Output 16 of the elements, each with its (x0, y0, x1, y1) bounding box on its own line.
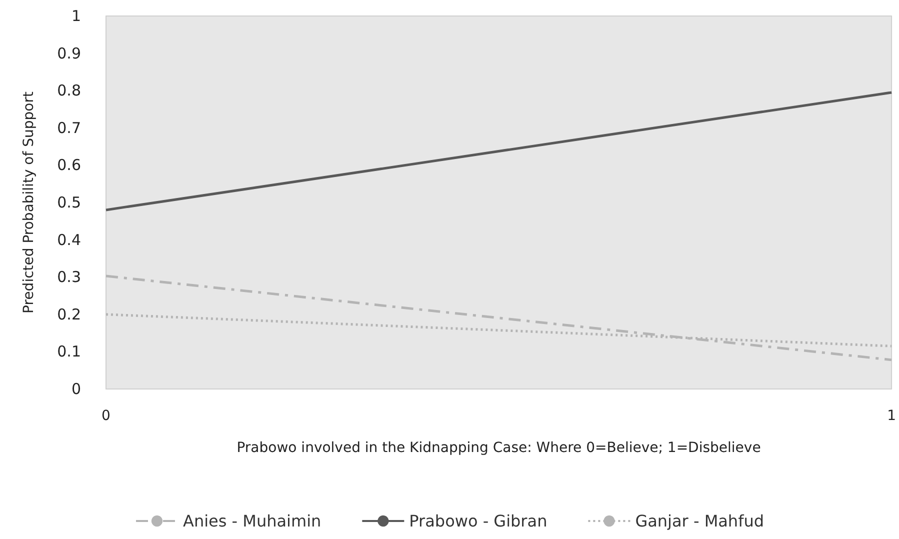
y-tick-label: 0.7 (57, 118, 81, 137)
legend-label: Ganjar - Mahfud (635, 512, 764, 530)
legend-label: Prabowo - Gibran (409, 512, 548, 530)
y-tick-label: 0.9 (57, 44, 81, 62)
y-axis-title: Predicted Probability of Support (21, 91, 37, 314)
y-tick-label: 1 (71, 7, 81, 25)
y-tick-label: 0.2 (57, 305, 81, 324)
y-tick-label: 0.1 (57, 342, 81, 361)
legend-label: Anies - Muhaimin (183, 512, 322, 530)
y-tick-label: 0.3 (57, 268, 81, 286)
y-tick-label: 0.6 (57, 156, 81, 174)
y-tick-label: 0.5 (57, 194, 81, 212)
y-tick-label: 0.8 (57, 82, 81, 100)
y-tick-label: 0 (71, 380, 81, 398)
x-axis-title: Prabowo involved in the Kidnapping Case: Where 0=Believe; 1=Disbelieve (236, 440, 761, 456)
y-tick-label: 0.4 (57, 230, 81, 249)
